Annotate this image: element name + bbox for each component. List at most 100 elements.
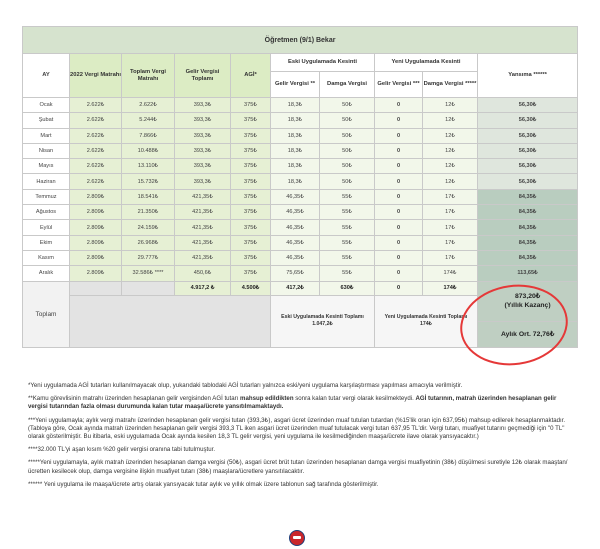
cell-agi: 375₺	[230, 127, 271, 144]
cell-gv: 421,35₺	[174, 234, 231, 251]
cell-eski-dv: 55₺	[319, 219, 375, 236]
cell-eski-dv: 55₺	[319, 265, 375, 282]
cell-eski-gv: 18,3₺	[270, 96, 320, 114]
cell-yeni-gv: 0	[374, 96, 423, 114]
header-matrah-2022: 2022 Vergi Matrahı	[69, 53, 122, 98]
table-row: Ağustos 2.809₺ 21.350₺ 421,35₺ 375₺ 46,35₺ 55₺…	[22, 204, 579, 221]
table-row: Haziran 2.622₺ 15.732₺ 393,3₺ 375₺ 18,3₺ 50₺ 0 1…	[22, 173, 579, 190]
cell-matrah: 2.809₺	[69, 204, 122, 221]
table-row: Aralık 2.809₺ 32.586₺ **** 450,6₺ 375₺ 75,65₺…	[22, 265, 579, 282]
cell-eski-gv: 18,3₺	[270, 112, 320, 129]
eski-summary-value: 1.047,2₺	[312, 321, 333, 328]
cell-yeni-dv: 17₺	[422, 249, 478, 267]
total-eski-dv: 630₺	[319, 280, 375, 296]
cell-toplam: 21.350₺	[121, 204, 175, 221]
cell-eski-dv: 55₺	[319, 249, 375, 267]
cell-gv: 421,35₺	[174, 204, 231, 221]
cell-agi: 375₺	[230, 158, 271, 175]
table-row: Mart 2.622₺ 7.866₺ 393,3₺ 375₺ 18,3₺ 50₺ 0 12₺ 56…	[22, 127, 579, 144]
cell-gv: 421,35₺	[174, 249, 231, 267]
note-2-b: mahsup edildikten	[240, 395, 294, 403]
cell-matrah: 2.809₺	[69, 219, 122, 236]
header-gv-toplami: Gelir Vergisi Toplamı	[174, 53, 231, 98]
eski-summary: Eski Uygulamada Kesinti Toplamı 1.047,2₺	[270, 294, 375, 348]
cell-yeni-dv: 174₺	[422, 265, 478, 282]
total-yeni-dv: 174₺	[422, 280, 478, 296]
header-toplam-matrah: Toplam Vergi Matrahı	[121, 53, 175, 98]
cell-gv: 421,35₺	[174, 188, 231, 206]
cell-gv: 393,3₺	[174, 127, 231, 144]
yeni-summary: Yeni Uygulamada Kesinti Toplamı 174₺	[374, 294, 478, 348]
cell-matrah: 2.809₺	[69, 188, 122, 206]
cell-yeni-gv: 0	[374, 188, 423, 206]
cell-toplam: 26.968₺	[121, 234, 175, 251]
cell-toplam: 13.110₺	[121, 158, 175, 175]
cell-yansima: 56,30₺	[476, 112, 579, 129]
cell-ay: Kasım	[22, 249, 70, 267]
header-yeni-group: Yeni Uygulamada Kesinti	[374, 53, 478, 72]
cell-matrah: 2.622₺	[69, 158, 122, 175]
cell-yeni-gv: 0	[374, 112, 423, 129]
table-title: Öğretmen (9/1) Bekar	[21, 26, 579, 54]
cell-gv: 421,35₺	[174, 219, 231, 236]
cell-yansima: 84,35₺	[476, 234, 579, 251]
header-yeni-dv: Damga Vergisi *****	[422, 71, 478, 98]
yillik-kazanc-label: (Yıllık Kazanç)	[504, 302, 551, 310]
tax-comparison-table: Öğretmen (9/1) Bekar AY 2022 Vergi Matra…	[21, 26, 579, 348]
note-3: ***Yeni uygulamayla; aylık vergi matrahı…	[28, 416, 566, 441]
table-row: Eylül 2.809₺ 24.159₺ 421,35₺ 375₺ 46,35₺ 55₺ 0 1…	[22, 219, 579, 236]
total-empty-2	[121, 280, 175, 296]
cell-agi: 375₺	[230, 112, 271, 129]
note-6: ****** Yeni uygulama ile maaşa/ücrete ar…	[28, 480, 379, 488]
cell-agi: 375₺	[230, 234, 271, 251]
cell-yeni-gv: 0	[374, 249, 423, 267]
cell-eski-dv: 55₺	[319, 234, 375, 251]
cell-yeni-gv: 0	[374, 219, 423, 236]
header-eski-group: Eski Uygulamada Kesinti	[270, 53, 375, 72]
cell-eski-dv: 50₺	[319, 127, 375, 144]
yeni-summary-value: 174₺	[420, 321, 432, 328]
cell-yansima: 84,35₺	[476, 188, 579, 206]
cell-ay: Nisan	[22, 142, 70, 160]
cell-ay: Aralık	[22, 265, 70, 282]
table-row: Ocak 2.622₺ 2.622₺ 393,3₺ 375₺ 18,3₺ 50₺ 0 12₺ 56…	[22, 96, 579, 114]
footnotes: *Yeni uygulamada AGİ tutarları kullanılm…	[28, 382, 576, 494]
cell-matrah: 2.622₺	[69, 127, 122, 144]
note-2: **Kamu görevlisinin matrahı üzerinden he…	[28, 395, 576, 411]
cell-gv: 393,3₺	[174, 173, 231, 190]
cell-eski-gv: 46,35₺	[270, 234, 320, 251]
cell-agi: 375₺	[230, 188, 271, 206]
cell-toplam: 15.732₺	[121, 173, 175, 190]
cell-yansima: 56,30₺	[476, 142, 579, 160]
total-agi: 4.500₺	[230, 280, 271, 296]
cell-toplam: 2.622₺	[121, 96, 175, 114]
cell-eski-gv: 46,35₺	[270, 249, 320, 267]
header-yansima: Yansıma ******	[476, 53, 579, 98]
cell-yansima: 56,30₺	[476, 158, 579, 175]
cell-agi: 375₺	[230, 204, 271, 221]
cell-eski-gv: 46,35₺	[270, 204, 320, 221]
aylik-ort: Aylık Ort. 72,76₺	[476, 320, 579, 348]
cell-yeni-dv: 12₺	[422, 127, 478, 144]
table-row: Ekim 2.809₺ 26.968₺ 421,35₺ 375₺ 46,35₺ 55₺ 0 17…	[22, 234, 579, 251]
cell-yeni-dv: 12₺	[422, 173, 478, 190]
cell-eski-dv: 55₺	[319, 204, 375, 221]
header-eski-gv: Gelir Vergisi **	[270, 71, 320, 98]
cell-ay: Mart	[22, 127, 70, 144]
cell-agi: 375₺	[230, 265, 271, 282]
header-ay: AY	[22, 53, 70, 98]
cell-eski-gv: 46,35₺	[270, 188, 320, 206]
table-row: Temmuz 2.809₺ 18.541₺ 421,35₺ 375₺ 46,35₺ 55₺ 0…	[22, 188, 579, 206]
cell-yeni-gv: 0	[374, 234, 423, 251]
cell-yansima: 84,35₺	[476, 204, 579, 221]
note-2-d: AGİ tutarının, matrah üzerinden hesaplan…	[28, 395, 557, 411]
cell-ay: Ekim	[22, 234, 70, 251]
header-eski-dv: Damga Vergisi	[319, 71, 375, 98]
eski-summary-label: Eski Uygulamada Kesinti Toplamı	[281, 314, 364, 321]
cell-matrah: 2.809₺	[69, 265, 122, 282]
cell-eski-gv: 46,35₺	[270, 219, 320, 236]
cell-gv: 450,6₺	[174, 265, 231, 282]
note-4: ****32.000 TL'yi aşan kısım %20 gelir ve…	[28, 446, 216, 454]
cell-yansima: 84,35₺	[476, 249, 579, 267]
cell-yansima: 113,65₺	[476, 265, 579, 282]
